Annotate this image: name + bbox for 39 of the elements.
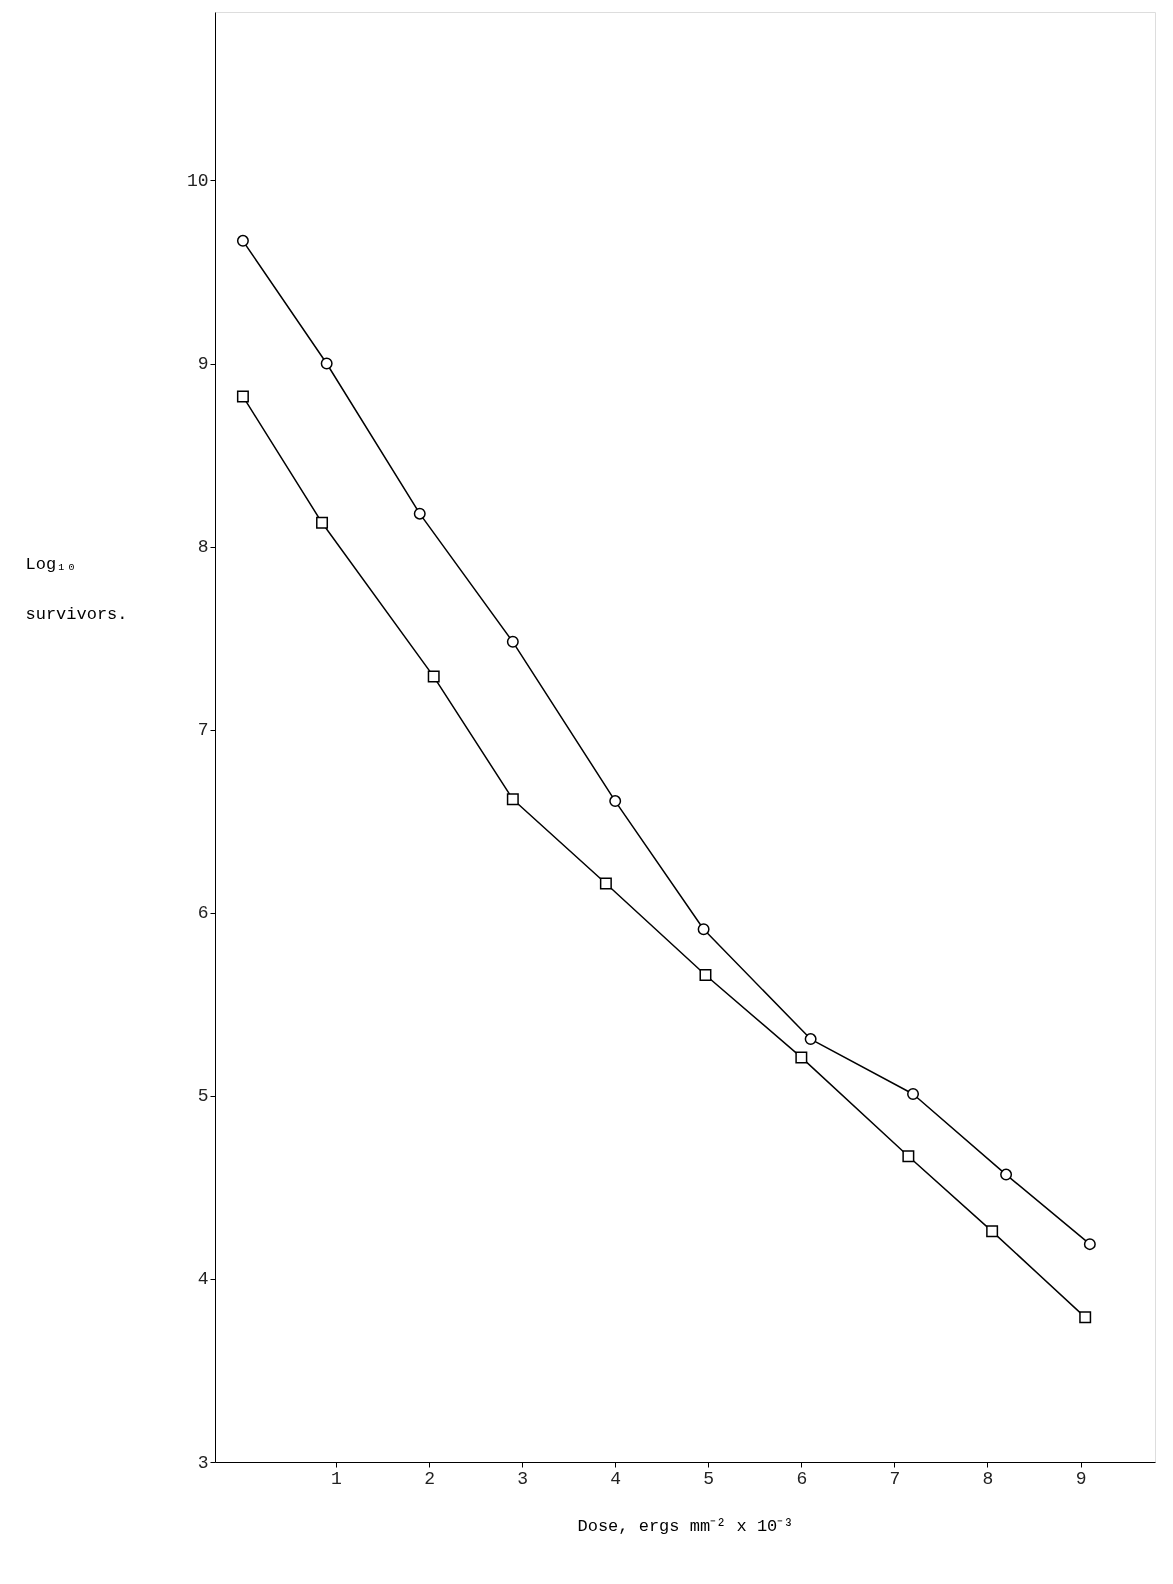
y-tick-label: 4 xyxy=(197,1269,209,1290)
y-tick-label: 7 xyxy=(197,720,209,741)
point xyxy=(316,516,329,529)
x-tick-label: 1 xyxy=(331,1468,342,1489)
y-tick-label: 6 xyxy=(197,903,209,924)
x-tick-label: 5 xyxy=(703,1468,715,1489)
point xyxy=(697,923,710,936)
point xyxy=(804,1033,817,1046)
point xyxy=(1079,1311,1092,1324)
point xyxy=(506,635,519,648)
x-tick-label: 7 xyxy=(889,1468,901,1489)
x-tick-label: 9 xyxy=(1075,1468,1087,1489)
point xyxy=(236,390,249,403)
x-tick-label: 3 xyxy=(517,1468,529,1489)
y-tick-label: 10 xyxy=(186,170,209,191)
point xyxy=(1083,1238,1096,1251)
point xyxy=(413,507,426,520)
point xyxy=(795,1051,808,1064)
point xyxy=(609,795,622,808)
text: Log₁₀ survivors. xyxy=(25,554,128,624)
point xyxy=(907,1088,920,1100)
point xyxy=(599,877,612,890)
point xyxy=(506,793,519,806)
x-tick-label: 6 xyxy=(796,1468,808,1489)
point xyxy=(1000,1168,1013,1181)
y-tick-label: 5 xyxy=(197,1086,209,1107)
y-tick-label: 3 xyxy=(197,1452,209,1473)
point xyxy=(902,1150,915,1163)
point xyxy=(320,357,333,370)
x-tick-label: 4 xyxy=(610,1468,622,1489)
x-axis-title: Dose, ergs mm⁻² x 10⁻³ xyxy=(577,1516,794,1536)
point xyxy=(427,670,440,683)
y-tick-label: 9 xyxy=(197,354,209,375)
y-tick-label: 8 xyxy=(197,537,209,558)
point xyxy=(986,1225,999,1238)
x-tick-label: 8 xyxy=(982,1468,994,1489)
point xyxy=(236,234,249,247)
x-tick-label: 2 xyxy=(424,1468,435,1489)
point xyxy=(699,969,712,981)
